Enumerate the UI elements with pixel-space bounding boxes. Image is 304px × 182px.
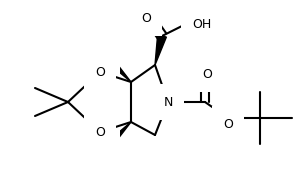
Text: O: O [95,66,105,78]
Polygon shape [155,35,166,65]
Text: O: O [223,118,233,130]
Polygon shape [105,122,131,149]
Text: OH: OH [192,17,212,31]
Text: N: N [163,96,173,108]
Text: O: O [202,68,212,80]
Text: H: H [102,139,110,149]
Text: O: O [95,126,105,139]
Text: H: H [102,55,110,65]
Polygon shape [105,56,131,82]
Text: O: O [141,11,151,25]
